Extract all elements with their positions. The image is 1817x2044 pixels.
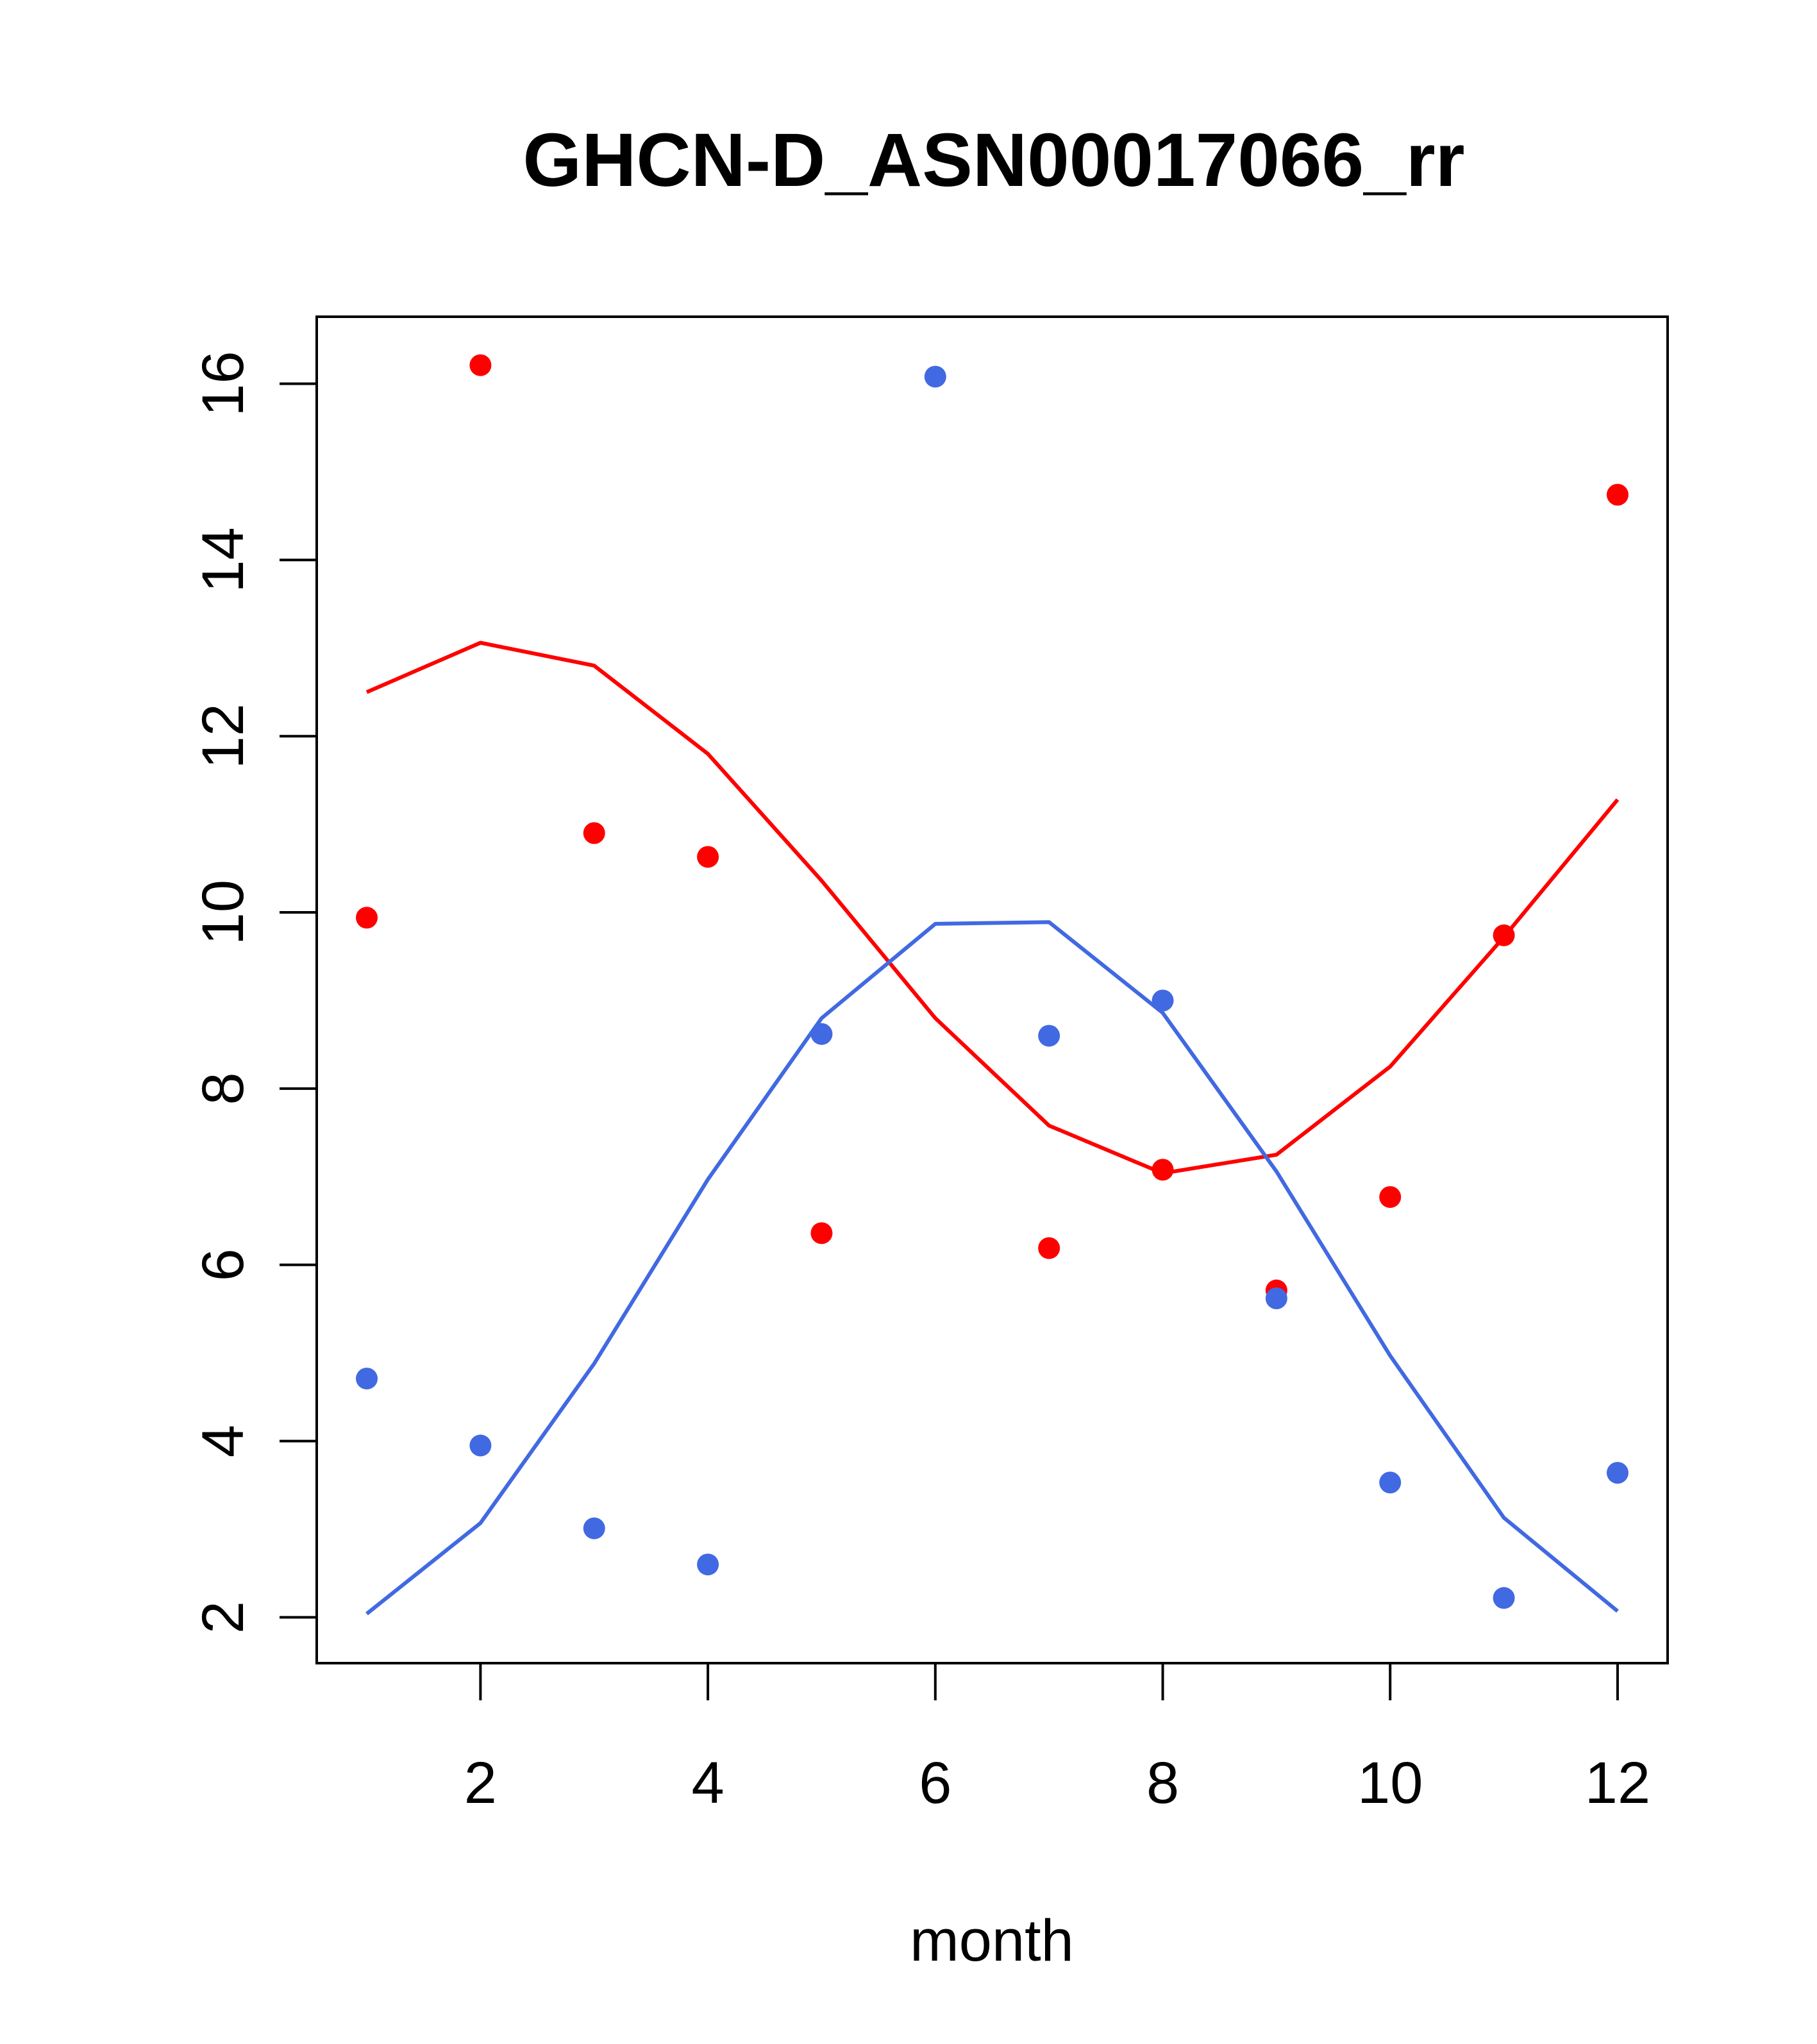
series-0-point-1 [469, 354, 492, 376]
series-1-point-7 [1151, 989, 1174, 1012]
series-0-point-7 [1151, 1159, 1174, 1181]
x-tick-label-3: 8 [1146, 1750, 1179, 1816]
series-1-point-6 [1038, 1025, 1060, 1047]
series-1-point-4 [810, 1023, 833, 1045]
y-tick-label-1: 4 [190, 1425, 256, 1457]
series-0-point-0 [356, 907, 378, 929]
series-1-point-2 [583, 1517, 605, 1539]
series-1-point-1 [469, 1434, 492, 1457]
series-0-point-4 [810, 1222, 833, 1244]
x-tick-label-1: 4 [692, 1750, 724, 1816]
series-1-point-3 [697, 1554, 719, 1576]
y-tick-label-5: 12 [190, 703, 256, 769]
y-tick-label-3: 8 [190, 1072, 256, 1105]
x-axis-label: month [910, 1908, 1074, 1973]
chart-title: GHCN-D_ASN00017066_rr [523, 118, 1464, 203]
y-tick-label-4: 10 [190, 880, 256, 945]
y-tick-label-0: 2 [190, 1601, 256, 1634]
series-1-point-5 [924, 365, 946, 388]
series-1-point-11 [1606, 1462, 1629, 1484]
series-layer [356, 354, 1629, 1616]
series-0-line [365, 641, 1620, 1175]
series-1 [356, 365, 1629, 1616]
x-tick-label-5: 12 [1585, 1750, 1650, 1816]
series-1-point-9 [1379, 1471, 1402, 1494]
series-0-point-3 [697, 846, 719, 868]
series-1-point-10 [1493, 1587, 1515, 1609]
series-0-point-10 [1493, 924, 1515, 946]
series-1-point-0 [356, 1368, 378, 1390]
series-0-point-11 [1606, 483, 1629, 506]
series-1-line [365, 920, 1619, 1616]
x-axis: 2 4 6 8 10 12 [464, 1662, 1650, 1816]
series-0-point-2 [583, 822, 605, 844]
y-tick-label-2: 6 [190, 1248, 256, 1281]
x-tick-label-4: 10 [1357, 1750, 1423, 1816]
y-tick-label-7: 16 [190, 351, 256, 416]
x-tick-label-2: 6 [919, 1750, 951, 1816]
y-tick-label-6: 14 [190, 527, 256, 592]
series-0 [356, 354, 1629, 1302]
series-0-point-9 [1379, 1185, 1402, 1208]
x-tick-label-0: 2 [464, 1750, 497, 1816]
series-0-point-6 [1038, 1237, 1060, 1259]
y-axis: 2 4 6 8 10 12 14 16 [190, 351, 318, 1634]
series-1-point-8 [1265, 1287, 1287, 1310]
